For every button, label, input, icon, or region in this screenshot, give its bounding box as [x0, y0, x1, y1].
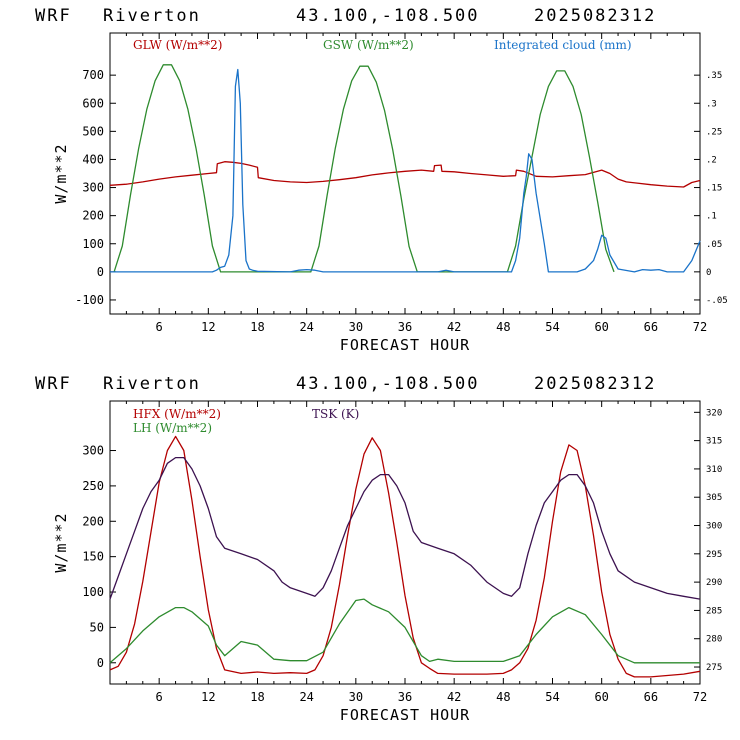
series-line-gsw-w-m-2: [113, 64, 615, 273]
header-station: Riverton: [103, 374, 201, 394]
y2-tick-label: .2: [706, 155, 717, 165]
x-tick-label: 66: [644, 320, 658, 334]
y2-tick-label: .05: [706, 240, 722, 250]
y-tick-label: 200: [82, 514, 104, 528]
series-line-integrated-cloud-mm: [110, 68, 701, 273]
y-tick-label: 400: [82, 152, 104, 166]
y2-tick-label: 310: [706, 465, 722, 475]
x-tick-label: 72: [693, 320, 707, 334]
y-tick-label: 600: [82, 96, 104, 110]
x-tick-label: 42: [447, 320, 461, 334]
x-tick-label: 48: [496, 320, 510, 334]
panel-1-radiation-cloud: 6 12 18 24 30 36 42 48 54 60 66 72 -100 0 100 200 300 400…: [52, 32, 728, 354]
y-tick-label: 300: [82, 444, 104, 458]
y-tick-label: 0: [97, 656, 104, 670]
x-tick-label: 54: [545, 320, 559, 334]
x-tick-label: 36: [398, 320, 412, 334]
x-tick-label: 54: [545, 690, 559, 704]
y-tick-label: 250: [82, 479, 104, 493]
y2-tick-label: 295: [706, 550, 722, 560]
x-tick-label: 60: [594, 690, 608, 704]
y2-tick-label: -.05: [706, 296, 728, 306]
y-tick-label: 500: [82, 124, 104, 138]
y2-tick-label: .1: [706, 212, 717, 222]
y2-tick-label: 290: [706, 578, 722, 588]
x-tick-label: 12: [201, 320, 215, 334]
y2-tick-label: 275: [706, 663, 722, 673]
y-axis-label: W/m**2: [52, 143, 70, 203]
x-axis-label: FORECAST HOUR: [340, 706, 470, 724]
header-coords: 43.100,-108.500: [296, 374, 480, 394]
y-tick-label: 0: [97, 265, 104, 279]
panel-2-header: WRF Riverton 43.100,-108.500 2025082312: [35, 374, 656, 394]
legend-entry-gsw-w-m-2: GSW (W/m**2): [323, 38, 414, 52]
header-station: Riverton: [103, 6, 201, 26]
x-tick-label: 18: [250, 320, 264, 334]
header-run: 2025082312: [534, 6, 656, 26]
y-tick-label: 50: [90, 620, 104, 634]
header-coords: 43.100,-108.500: [296, 6, 480, 26]
y2-tick-label: 300: [706, 522, 722, 532]
x-tick-label: 12: [201, 690, 215, 704]
x-axis-label: FORECAST HOUR: [340, 336, 470, 354]
y-tick-label: 700: [82, 68, 104, 82]
y-tick-label: 100: [82, 585, 104, 599]
x-tick-label: 72: [693, 690, 707, 704]
x-tick-label: 24: [299, 690, 313, 704]
x-tick-label: 24: [299, 320, 313, 334]
series-line-hfx-w-m-2: [109, 435, 701, 678]
y-tick-label: 300: [82, 181, 104, 195]
x-tick-label: 30: [349, 320, 363, 334]
x-tick-label: 6: [156, 320, 163, 334]
y2-tick-label: 305: [706, 493, 722, 503]
y-axis-label: W/m**2: [52, 512, 70, 572]
header-run: 2025082312: [534, 374, 656, 394]
x-tick-label: 60: [594, 320, 608, 334]
legend-entry-hfx-w-m-2: HFX (W/m**2): [133, 407, 221, 421]
x-tick-label: 6: [156, 690, 163, 704]
legend-entry-lh-w-m-2: LH (W/m**2): [133, 421, 212, 435]
panel-1-header: WRF Riverton 43.100,-108.500 2025082312: [35, 6, 656, 26]
y2-tick-label: .25: [706, 127, 722, 137]
series-line-glw-w-m-2: [109, 161, 701, 188]
y2-tick-label: 0: [706, 268, 711, 278]
y-tick-label: 100: [82, 237, 104, 251]
series-line-lh-w-m-2: [109, 598, 700, 664]
panel-2-fluxes-skin-temp: 6 12 18 24 30 36 42 48 54 60 66 72 0 50 100 150 200 250 30…: [52, 400, 722, 724]
y2-tick-label: 280: [706, 635, 722, 645]
y2-tick-label: .15: [706, 184, 722, 194]
x-tick-label: 18: [250, 690, 264, 704]
y2-tick-label: 320: [706, 408, 722, 418]
legend-entry-tsk-k: TSK (K): [312, 407, 359, 421]
y-tick-label: 200: [82, 209, 104, 223]
y-tick-label: 150: [82, 550, 104, 564]
series-line-tsk-k: [109, 456, 701, 600]
y2-tick-label: .35: [706, 71, 722, 81]
x-tick-label: 66: [644, 690, 658, 704]
legend-entry-integrated-cloud-mm: Integrated cloud (mm): [494, 38, 632, 52]
y-tick-label: -100: [75, 293, 104, 307]
y2-tick-label: 285: [706, 606, 722, 616]
x-tick-label: 42: [447, 690, 461, 704]
header-model: WRF: [35, 6, 72, 26]
x-tick-label: 30: [349, 690, 363, 704]
header-model: WRF: [35, 374, 72, 394]
legend-entry-glw-w-m-2: GLW (W/m**2): [133, 38, 222, 52]
x-tick-label: 36: [398, 690, 412, 704]
y2-tick-label: 315: [706, 437, 722, 447]
y2-tick-label: .3: [706, 99, 717, 109]
x-tick-label: 48: [496, 690, 510, 704]
